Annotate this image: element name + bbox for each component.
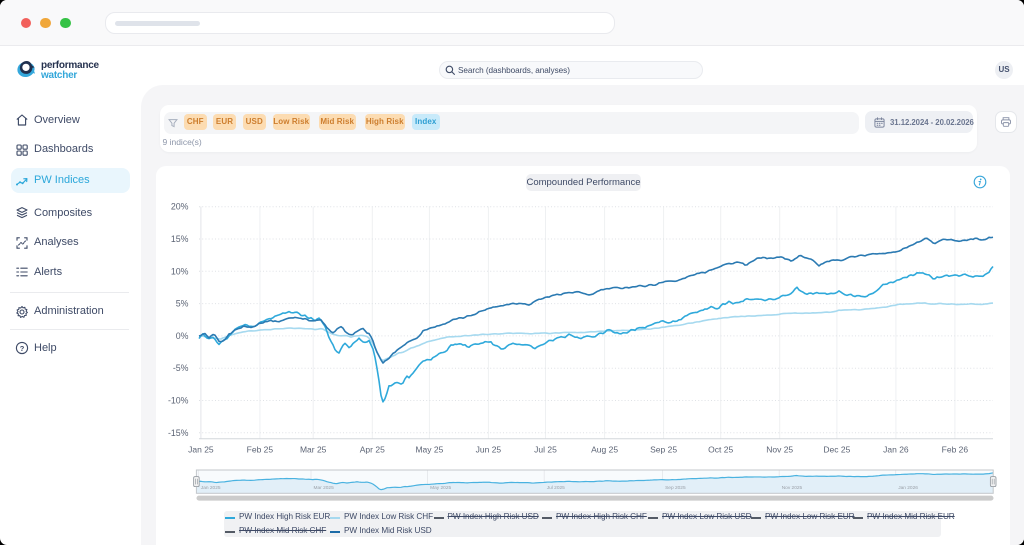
svg-text:-5%: -5%: [173, 363, 189, 373]
svg-text:Jan 25: Jan 25: [188, 445, 214, 455]
svg-text:Jan 26: Jan 26: [883, 445, 909, 455]
svg-text:Mar 25: Mar 25: [300, 445, 327, 455]
svg-text:Jun 25: Jun 25: [476, 445, 502, 455]
svg-text:Jul 25: Jul 25: [534, 445, 557, 455]
svg-text:Jan 2025: Jan 2025: [201, 485, 221, 491]
svg-text:Nov 25: Nov 25: [766, 445, 793, 455]
svg-text:Dec 25: Dec 25: [823, 445, 850, 455]
svg-text:?: ?: [19, 344, 24, 353]
svg-text:20%: 20%: [171, 202, 189, 212]
svg-text:Mar 2025: Mar 2025: [314, 485, 335, 491]
svg-text:Aug 25: Aug 25: [591, 445, 618, 455]
svg-text:-15%: -15%: [168, 428, 189, 438]
svg-text:0%: 0%: [176, 331, 189, 341]
svg-text:10%: 10%: [171, 266, 189, 276]
svg-text:15%: 15%: [171, 234, 189, 244]
svg-text:Apr 25: Apr 25: [360, 445, 385, 455]
svg-text:-10%: -10%: [168, 396, 189, 406]
svg-text:Jan 2026: Jan 2026: [898, 485, 918, 491]
svg-text:Feb 25: Feb 25: [247, 445, 274, 455]
svg-text:Feb 26: Feb 26: [942, 445, 969, 455]
svg-text:5%: 5%: [176, 299, 189, 309]
svg-text:Jul 2025: Jul 2025: [547, 485, 565, 491]
svg-text:Oct 25: Oct 25: [708, 445, 733, 455]
svg-text:Sep 25: Sep 25: [650, 445, 677, 455]
svg-text:May 25: May 25: [415, 445, 443, 455]
svg-text:Nov 2025: Nov 2025: [782, 485, 803, 491]
svg-text:May 2025: May 2025: [430, 485, 451, 491]
svg-text:Sep 2025: Sep 2025: [665, 485, 686, 491]
